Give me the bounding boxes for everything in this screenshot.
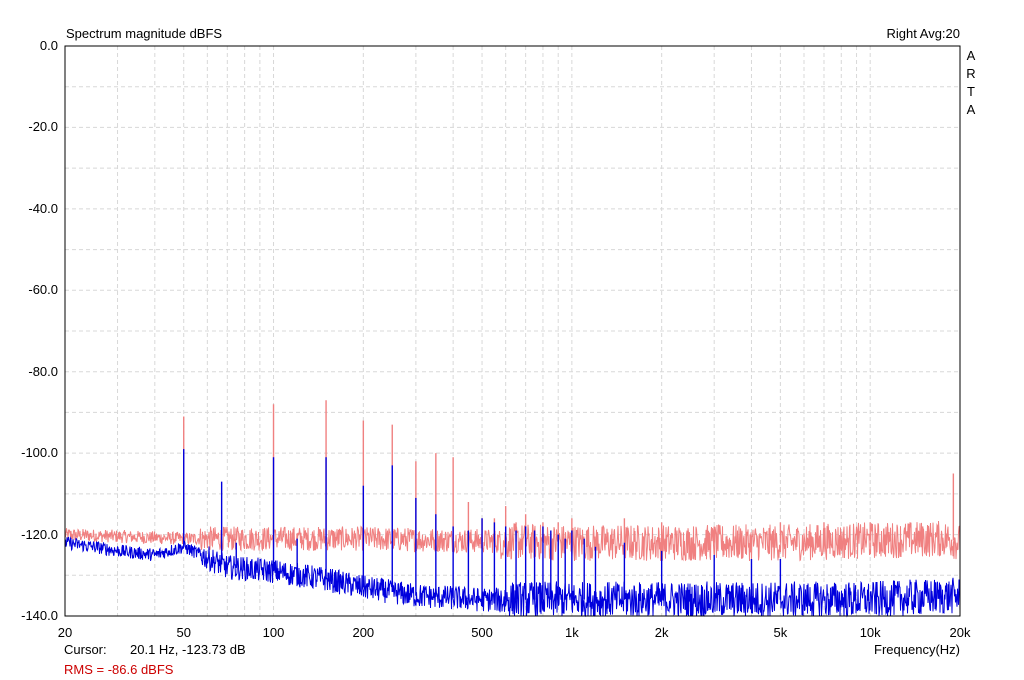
x-axis-label: Frequency(Hz) (874, 642, 960, 657)
y-tick-label: -40.0 (28, 200, 58, 216)
plot-frame (64, 45, 961, 617)
x-tick-label: 5k (773, 625, 788, 640)
y-tick-label: 0.0 (39, 38, 58, 53)
series-noise-floor (64, 520, 961, 562)
x-tick-label: 10k (859, 625, 881, 640)
series-0 (64, 400, 961, 562)
y-tick-label: -60.0 (28, 282, 58, 298)
x-tick-label: 20k (949, 625, 971, 640)
cursor-value: 20.1 Hz, -123.73 dB (130, 642, 246, 657)
x-tick-label: 200 (352, 625, 375, 640)
x-tick-label: 50 (176, 625, 191, 640)
y-tick-label: -80.0 (28, 363, 58, 379)
brand-letter: R (966, 66, 976, 81)
brand-letter: T (967, 84, 975, 99)
y-tick-label: -20.0 (28, 119, 58, 135)
cursor-label: Cursor: (64, 642, 107, 657)
x-tick-label: 1k (564, 625, 579, 640)
series-1 (64, 449, 961, 618)
series-noise-floor (64, 536, 961, 618)
chart-title: Spectrum magnitude dBFS (66, 26, 223, 41)
brand-letter: A (966, 48, 976, 63)
channel-info: Right Avg:20 (886, 26, 960, 41)
rms-readout: RMS = -86.6 dBFS (64, 662, 174, 677)
series-layer (64, 400, 961, 618)
y-tick-label: -140.0 (21, 608, 58, 623)
x-tick-label: 20 (57, 625, 73, 640)
y-tick-label: -100.0 (21, 445, 58, 461)
y-tick-label: -120.0 (21, 526, 58, 542)
brand-letter: A (966, 102, 976, 117)
x-tick-label: 2k (654, 625, 669, 640)
x-tick-label: 500 (471, 625, 493, 640)
x-tick-label: 100 (262, 625, 285, 640)
